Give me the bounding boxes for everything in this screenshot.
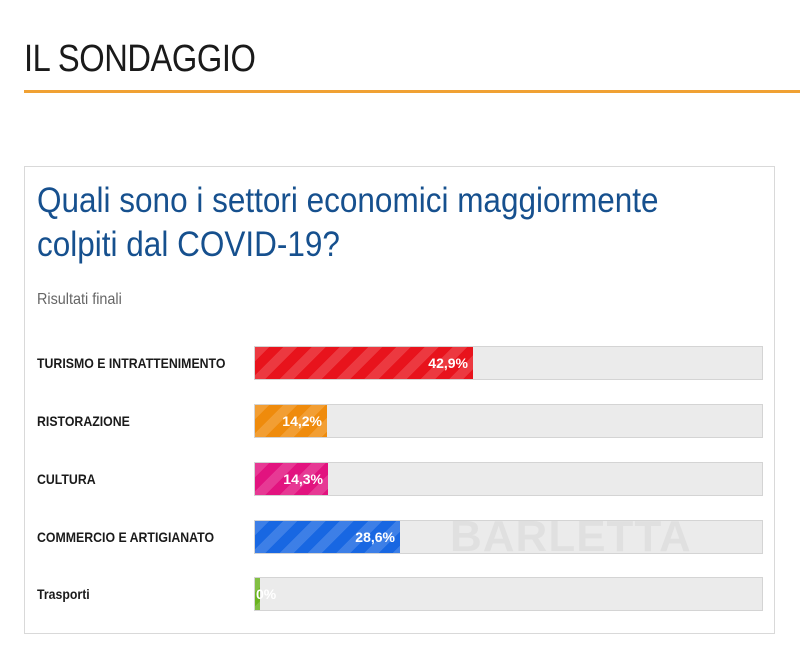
poll-option: TURISMO E INTRATTENIMENTO 42,9% xyxy=(25,346,774,380)
poll-option-percent: 28,6% xyxy=(355,529,395,545)
title-divider xyxy=(24,90,800,93)
poll-bar-fill: 28,6% xyxy=(255,521,400,553)
poll-option-percent: 14,2% xyxy=(282,413,322,429)
poll-option: COMMERCIO E ARTIGIANATO 28,6% xyxy=(25,520,774,554)
poll-bar-fill: 42,9% xyxy=(255,347,473,379)
poll-bar-track: 28,6% xyxy=(254,520,763,554)
poll-option-label: TURISMO E INTRATTENIMENTO xyxy=(37,355,226,371)
poll-option: Trasporti 0% xyxy=(25,577,774,611)
poll-widget: Quali sono i settori economici maggiorme… xyxy=(24,166,775,634)
poll-option-label: RISTORAZIONE xyxy=(37,413,130,429)
site-logo-icon: BARLETTA xyxy=(450,512,692,562)
poll-bar-fill: 0% xyxy=(255,578,276,610)
poll-option-percent: 42,9% xyxy=(428,355,468,371)
poll-option-label: CULTURA xyxy=(37,471,96,487)
poll-bar-fill: 14,2% xyxy=(255,405,327,437)
poll-option-label: Trasporti xyxy=(37,586,90,602)
section-title: IL SONDAGGIO xyxy=(24,38,256,80)
poll-question: Quali sono i settori economici maggiorme… xyxy=(37,181,659,264)
poll-bar-track: 0% xyxy=(254,577,763,611)
poll-option-percent: 14,3% xyxy=(283,471,323,487)
poll-bar-track: 14,3% xyxy=(254,462,763,496)
poll-option-percent: 0% xyxy=(256,586,277,602)
poll-option: CULTURA 14,3% xyxy=(25,462,774,496)
poll-option-label: COMMERCIO E ARTIGIANATO xyxy=(37,529,215,545)
poll-option: RISTORAZIONE 14,2% xyxy=(25,404,774,438)
poll-status: Risultati finali xyxy=(37,291,122,308)
poll-bar-track: 14,2% xyxy=(254,404,763,438)
poll-bar-fill: 14,3% xyxy=(255,463,328,495)
poll-bar-track: 42,9% xyxy=(254,346,763,380)
